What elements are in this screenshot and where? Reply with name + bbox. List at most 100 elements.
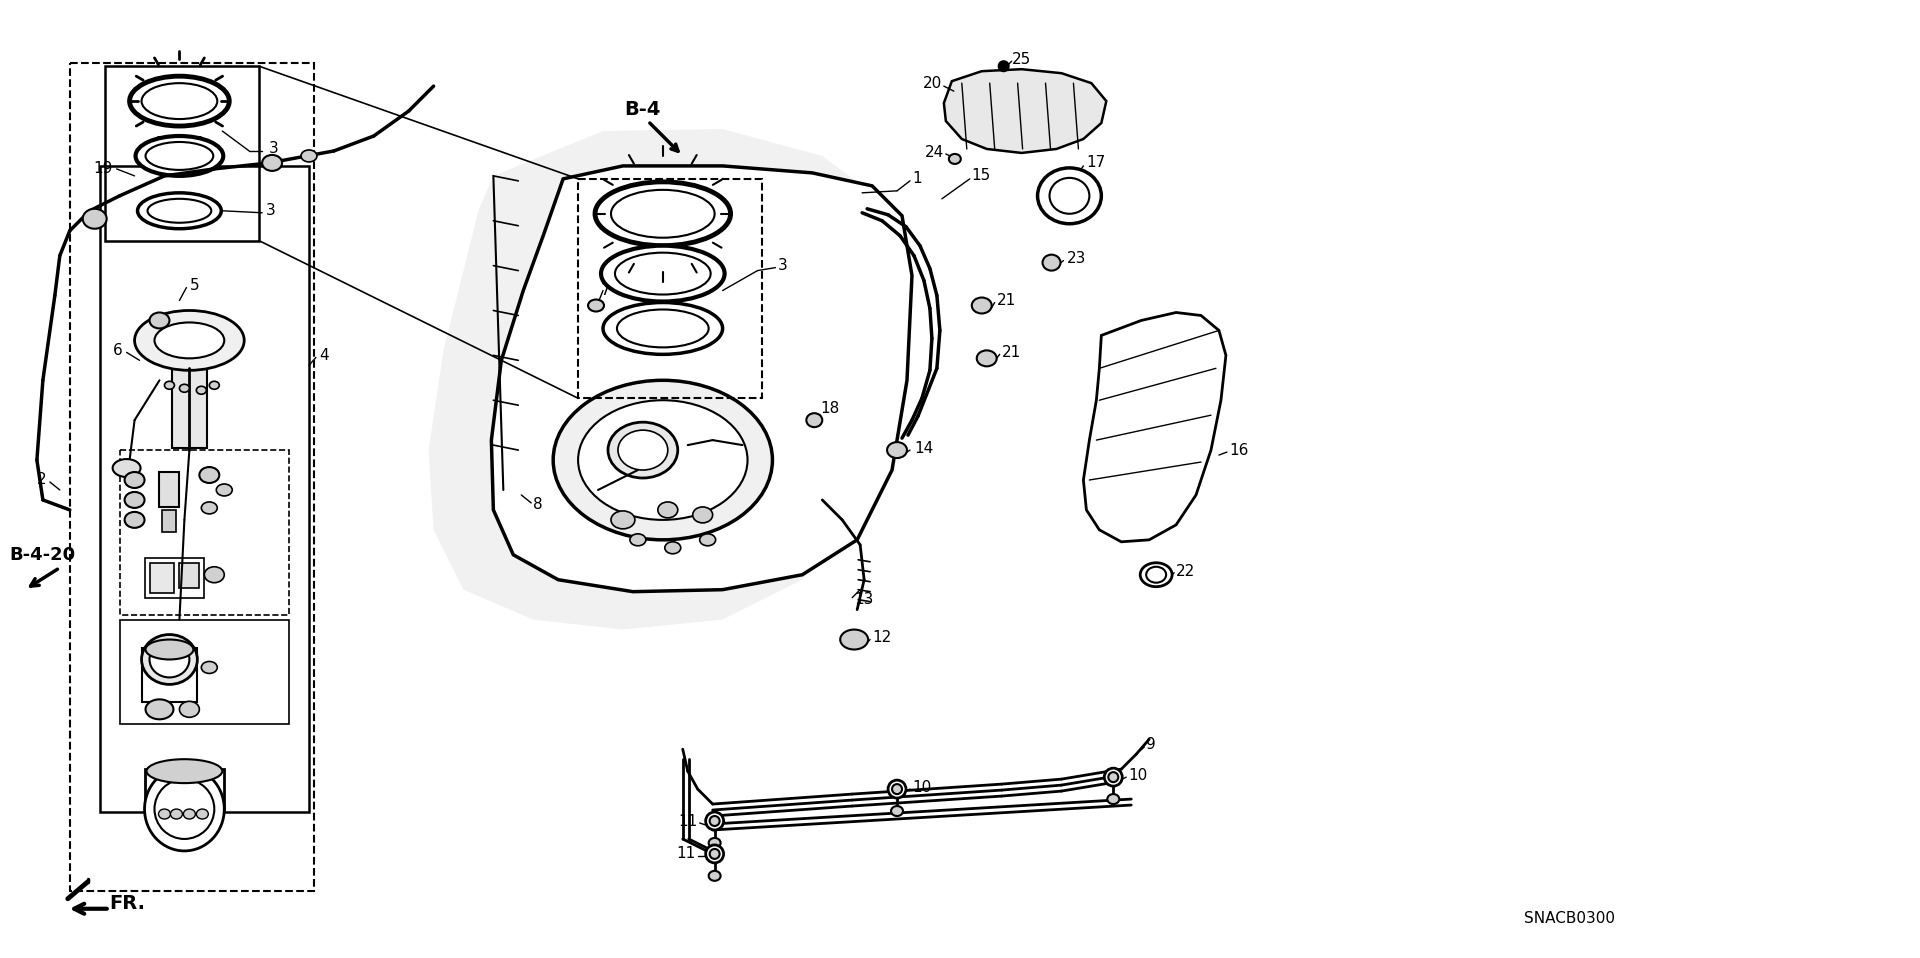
Text: 14: 14 <box>914 441 933 456</box>
Text: 16: 16 <box>1229 443 1248 458</box>
Ellipse shape <box>196 810 209 819</box>
Bar <box>144 769 225 810</box>
Ellipse shape <box>710 849 720 859</box>
Ellipse shape <box>125 472 144 488</box>
Text: 17: 17 <box>1087 155 1106 171</box>
Bar <box>119 620 290 724</box>
Text: 19: 19 <box>94 161 113 176</box>
Bar <box>159 472 179 507</box>
Bar <box>173 368 207 448</box>
Ellipse shape <box>171 810 182 819</box>
Ellipse shape <box>150 312 169 329</box>
Ellipse shape <box>154 779 215 839</box>
Text: 18: 18 <box>820 400 839 416</box>
Polygon shape <box>492 166 912 592</box>
Ellipse shape <box>125 512 144 528</box>
Ellipse shape <box>113 459 140 477</box>
Ellipse shape <box>664 542 682 554</box>
Polygon shape <box>1083 312 1227 542</box>
Text: 3: 3 <box>778 258 787 273</box>
Text: 10: 10 <box>912 780 931 794</box>
Ellipse shape <box>707 812 724 830</box>
Bar <box>119 450 290 615</box>
Ellipse shape <box>146 699 173 719</box>
Ellipse shape <box>154 323 225 358</box>
Ellipse shape <box>948 154 960 164</box>
Text: 1: 1 <box>912 171 922 187</box>
Bar <box>142 648 198 702</box>
Ellipse shape <box>614 253 710 294</box>
Text: B-4-20: B-4-20 <box>10 546 77 563</box>
Bar <box>144 558 204 598</box>
Text: 9: 9 <box>1146 737 1156 752</box>
Bar <box>578 179 762 399</box>
Ellipse shape <box>1108 772 1117 782</box>
Ellipse shape <box>707 845 724 863</box>
Ellipse shape <box>710 816 720 826</box>
Ellipse shape <box>553 380 772 539</box>
Text: 22: 22 <box>1177 564 1196 580</box>
Text: 10: 10 <box>1129 767 1148 783</box>
Ellipse shape <box>1050 178 1089 214</box>
Text: 4: 4 <box>319 348 328 363</box>
Ellipse shape <box>578 400 747 520</box>
Text: 11: 11 <box>676 847 695 861</box>
Ellipse shape <box>630 534 645 546</box>
Polygon shape <box>428 129 902 629</box>
Text: 25: 25 <box>1012 52 1031 67</box>
Bar <box>163 510 177 532</box>
Ellipse shape <box>142 83 217 119</box>
Ellipse shape <box>144 767 225 851</box>
Ellipse shape <box>708 871 720 880</box>
Bar <box>106 66 259 240</box>
Text: 21: 21 <box>1002 345 1021 360</box>
Ellipse shape <box>148 199 211 223</box>
Bar <box>69 63 315 891</box>
Ellipse shape <box>693 507 712 523</box>
Ellipse shape <box>200 468 219 483</box>
Ellipse shape <box>146 759 223 783</box>
Text: 12: 12 <box>872 630 891 645</box>
Text: 20: 20 <box>924 76 943 91</box>
Bar <box>150 562 175 593</box>
Text: 3: 3 <box>267 203 276 218</box>
Ellipse shape <box>1146 567 1165 582</box>
Ellipse shape <box>841 629 868 650</box>
Ellipse shape <box>146 640 194 659</box>
Text: 13: 13 <box>854 592 874 607</box>
Ellipse shape <box>609 422 678 478</box>
Text: 7: 7 <box>601 283 611 298</box>
Ellipse shape <box>204 567 225 582</box>
Ellipse shape <box>202 661 217 673</box>
Text: 23: 23 <box>1066 251 1087 266</box>
Text: 5: 5 <box>190 278 200 293</box>
Bar <box>100 166 309 812</box>
Ellipse shape <box>1140 562 1171 586</box>
Ellipse shape <box>263 155 282 171</box>
Ellipse shape <box>595 182 732 245</box>
Ellipse shape <box>83 209 108 229</box>
Ellipse shape <box>159 810 171 819</box>
Ellipse shape <box>142 634 198 684</box>
Ellipse shape <box>179 384 190 392</box>
Text: B-4: B-4 <box>624 100 660 119</box>
Ellipse shape <box>138 193 221 229</box>
Text: FR.: FR. <box>109 894 146 913</box>
Ellipse shape <box>209 381 219 389</box>
Ellipse shape <box>616 309 708 348</box>
Bar <box>179 562 200 587</box>
Ellipse shape <box>136 136 223 176</box>
Text: 8: 8 <box>534 497 543 513</box>
Ellipse shape <box>301 150 317 162</box>
Ellipse shape <box>179 701 200 718</box>
Ellipse shape <box>887 442 906 458</box>
Ellipse shape <box>806 413 822 427</box>
Text: 11: 11 <box>678 813 697 829</box>
Ellipse shape <box>611 511 636 529</box>
Ellipse shape <box>588 300 605 311</box>
Polygon shape <box>945 69 1106 153</box>
Ellipse shape <box>893 784 902 794</box>
Ellipse shape <box>977 351 996 366</box>
Ellipse shape <box>165 381 175 389</box>
Text: 2: 2 <box>36 472 46 488</box>
